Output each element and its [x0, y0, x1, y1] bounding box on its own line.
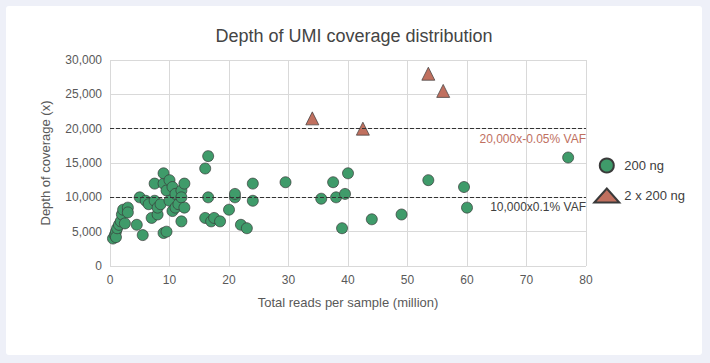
- svg-text:10,000: 10,000: [65, 190, 102, 204]
- svg-text:Depth of coverage (x): Depth of coverage (x): [38, 100, 53, 225]
- svg-text:20,000x-0.05% VAF: 20,000x-0.05% VAF: [479, 132, 586, 146]
- svg-text:60: 60: [460, 273, 474, 287]
- svg-text:10,000x0.1% VAF: 10,000x0.1% VAF: [490, 200, 586, 214]
- svg-text:30: 30: [282, 273, 296, 287]
- svg-text:0: 0: [95, 259, 102, 273]
- svg-text:0: 0: [107, 273, 114, 287]
- svg-text:20: 20: [222, 273, 236, 287]
- svg-text:80: 80: [579, 273, 593, 287]
- svg-text:20,000: 20,000: [65, 122, 102, 136]
- svg-text:2 x 200 ng: 2 x 200 ng: [624, 188, 685, 203]
- svg-text:200 ng: 200 ng: [624, 158, 664, 173]
- svg-text:40: 40: [341, 273, 355, 287]
- svg-text:10: 10: [163, 273, 177, 287]
- svg-text:30,000: 30,000: [65, 53, 102, 67]
- svg-text:50: 50: [401, 273, 415, 287]
- svg-text:70: 70: [520, 273, 534, 287]
- svg-text:Total reads per sample (millio: Total reads per sample (million): [258, 295, 439, 310]
- svg-text:15,000: 15,000: [65, 156, 102, 170]
- svg-text:Depth of UMI coverage distribu: Depth of UMI coverage distribution: [215, 26, 492, 46]
- svg-text:25,000: 25,000: [65, 87, 102, 101]
- svg-text:5,000: 5,000: [72, 225, 102, 239]
